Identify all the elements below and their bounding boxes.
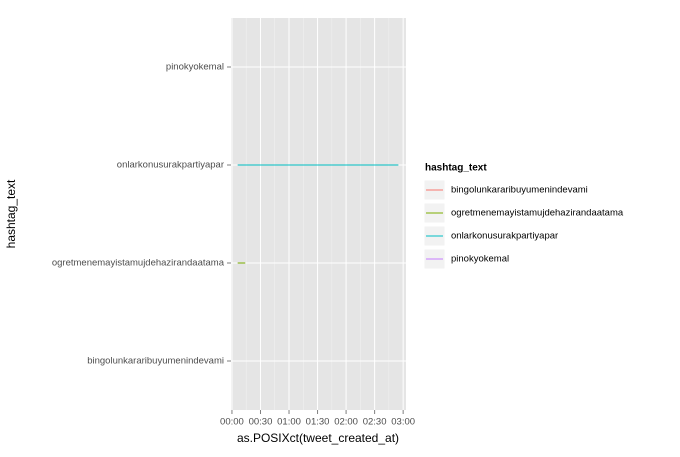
legend-label: bingolunkararibuyumenindevami [451, 185, 588, 196]
x-axis-label: as.POSIXct(tweet_created_at) [237, 431, 399, 445]
x-tick-label: 03:00 [391, 417, 415, 428]
x-tick-label: 00:00 [220, 417, 244, 428]
legend-label: pinokyokemal [451, 254, 509, 265]
x-tick-label: 00:30 [249, 417, 273, 428]
y-tick-label: bingolunkararibuyumenindevami [87, 356, 224, 367]
panel [231, 18, 406, 410]
x-tick-label: 01:00 [277, 417, 301, 428]
y-axis-label: hashtag_text [4, 179, 18, 248]
legend-title: hashtag_text [425, 163, 487, 174]
x-tick-label: 02:30 [363, 417, 387, 428]
y-tick-label: ogretmenemayistamujdehazirandaatama [52, 258, 225, 269]
x-tick-label: 02:00 [334, 417, 358, 428]
x-tick-label: 01:30 [306, 417, 330, 428]
legend-label: onlarkonusurakpartiyapar [451, 231, 558, 242]
y-tick-label: onlarkonusurakpartiyapar [117, 160, 224, 171]
y-tick-label: pinokyokemal [166, 62, 224, 73]
legend-label: ogretmenemayistamujdehazirandaatama [451, 208, 624, 219]
legend [420, 158, 630, 270]
